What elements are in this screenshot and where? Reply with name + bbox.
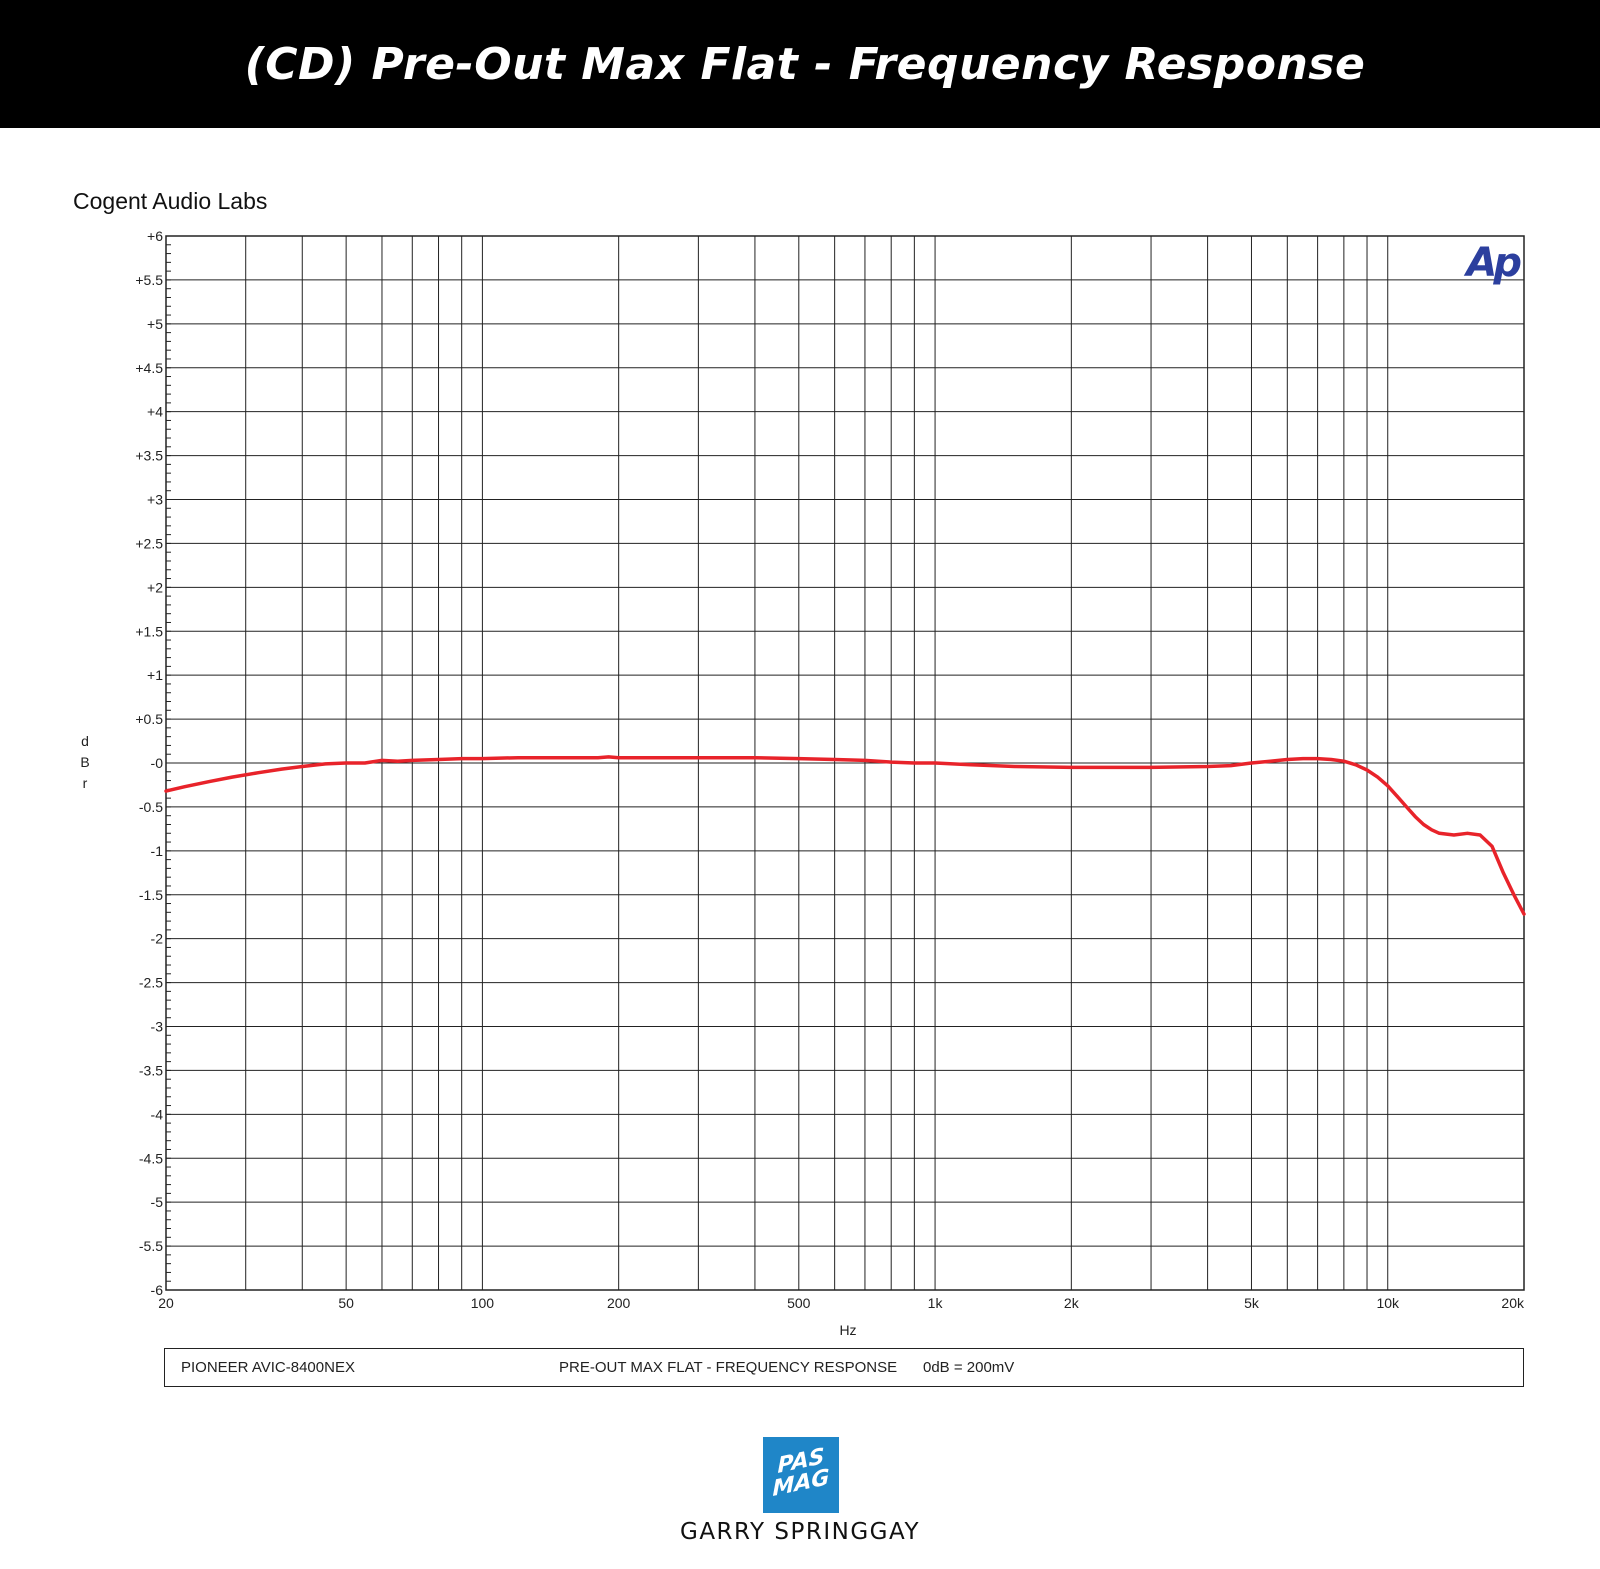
- y-tick-label: +3: [147, 492, 163, 508]
- y-tick-label: -5.5: [139, 1238, 163, 1254]
- y-tick-label: -6: [151, 1282, 164, 1298]
- x-tick-label: 1k: [928, 1295, 944, 1311]
- y-axis-label-char: d: [81, 733, 89, 749]
- x-tick-label: 200: [607, 1295, 631, 1311]
- y-tick-label: +3.5: [135, 448, 163, 464]
- y-axis-label-char: B: [80, 754, 89, 770]
- y-tick-label: -4: [151, 1106, 164, 1122]
- y-tick-label: -3.5: [139, 1062, 163, 1078]
- x-tick-label: 500: [787, 1295, 811, 1311]
- plot-border: [165, 235, 1525, 1291]
- y-tick-label: -2: [151, 931, 164, 947]
- lab-name: Cogent Audio Labs: [73, 188, 268, 214]
- y-tick-label: +2: [147, 579, 163, 595]
- y-tick-label: +2.5: [135, 535, 163, 551]
- x-tick-label: 5k: [1244, 1295, 1260, 1311]
- response-curve: [164, 755, 1526, 916]
- y-tick-label: -2.5: [139, 975, 163, 991]
- x-axis-label: Hz: [839, 1322, 856, 1338]
- y-tick-label: -5: [151, 1194, 164, 1210]
- author-name: GARRY SPRINGGAY: [680, 1519, 920, 1545]
- y-tick-label: -1.5: [139, 887, 163, 903]
- x-tick-label: 50: [338, 1295, 354, 1311]
- y-tick-label: -3: [151, 1019, 164, 1035]
- x-tick-label: 2k: [1064, 1295, 1080, 1311]
- y-tick-label: -0.5: [139, 799, 163, 815]
- device-name: PIONEER AVIC-8400NEX: [181, 1359, 355, 1376]
- y-tick-label: +5: [147, 316, 163, 332]
- measurement-name: PRE-OUT MAX FLAT - FREQUENCY RESPONSE: [559, 1359, 898, 1376]
- pasmag-logo: PAS MAG: [763, 1437, 839, 1513]
- y-tick-label: +1.5: [135, 623, 163, 639]
- header-bar: (CD) Pre-Out Max Flat - Frequency Respon…: [0, 0, 1600, 128]
- y-axis-label-char: r: [83, 775, 88, 791]
- page-title: (CD) Pre-Out Max Flat - Frequency Respon…: [244, 38, 1366, 90]
- y-tick-label: -1: [151, 843, 164, 859]
- x-tick-label: 20k: [1501, 1295, 1525, 1311]
- y-tick-label: +1: [147, 667, 163, 683]
- x-tick-label: 10k: [1376, 1295, 1400, 1311]
- reference-level: 0dB = 200mV: [923, 1359, 1015, 1376]
- x-tick-label: 20: [158, 1295, 174, 1311]
- frequency-response-chart: +6 +5.5 +5 +4.5 +4 +3.5 +3 +2.5 +2 +1.5 +1 +0.5 -0 -0…: [80, 228, 1526, 1338]
- info-box: PIONEER AVIC-8400NEX PRE-OUT MAX FLAT - …: [164, 1348, 1524, 1387]
- ap-brand-mark: Ap: [1463, 240, 1521, 286]
- y-tick-label: +4: [147, 404, 163, 420]
- y-tick-label: -0: [151, 755, 164, 771]
- y-tick-label: +4.5: [135, 360, 163, 376]
- y-tick-label: -4.5: [139, 1150, 163, 1166]
- x-tick-label: 100: [471, 1295, 495, 1311]
- y-tick-label: +0.5: [135, 711, 163, 727]
- y-tick-label: +6: [147, 228, 163, 244]
- y-tick-label: +5.5: [135, 272, 163, 288]
